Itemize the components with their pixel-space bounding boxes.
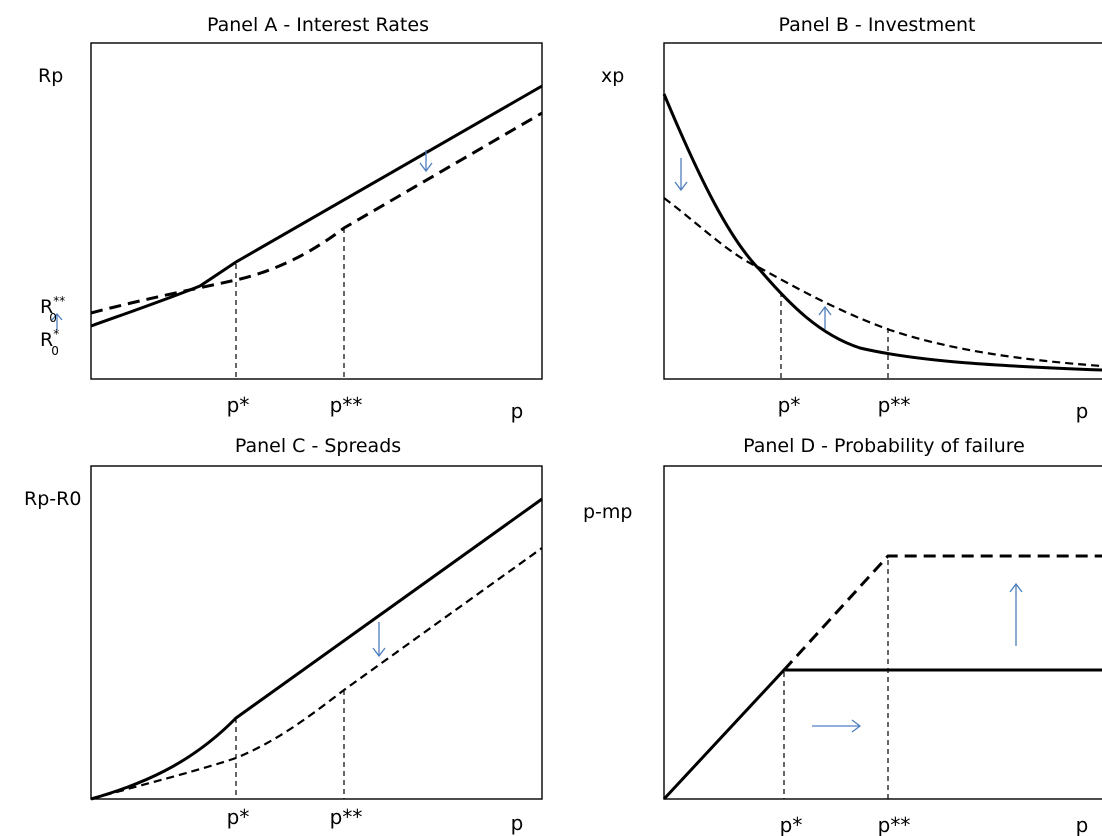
panel-a-tick-pstarstar: p** — [330, 393, 363, 417]
panel-b-frame — [663, 42, 1102, 380]
panel-c-title: Panel C - Spreads — [235, 435, 401, 457]
panel-c-y-label: Rp-R0 — [24, 488, 81, 510]
panel-a-r0-double-star-label: R** 0 — [40, 294, 65, 325]
panel-a-r0-star-label: R* 0 — [40, 327, 59, 358]
panel-b-title: Panel B - Investment — [779, 14, 976, 36]
panel-a-title: Panel A - Interest Rates — [207, 14, 429, 36]
panel-c-solid-curve — [90, 497, 543, 801]
panel-b-down-arrow — [674, 158, 688, 192]
panel-b-x-label: p — [1076, 399, 1089, 423]
panel-b-dashed-curve — [663, 197, 1102, 368]
panel-d-frame — [663, 465, 1102, 800]
panel-a-solid-curve — [90, 84, 543, 328]
panel-a-down-arrow — [419, 150, 433, 173]
panel-b-solid-curve — [662, 93, 1102, 372]
panel-c-frame — [90, 465, 543, 800]
panel-c-down-arrow — [372, 622, 386, 658]
panel-d-tick-pstar: p* — [780, 813, 803, 836]
panel-d-dashed-curve — [782, 554, 1102, 672]
panel-d: Panel D - Probability of failure p-mp p*… — [583, 435, 1102, 836]
panel-a-tick-pstar: p* — [227, 393, 250, 417]
panel-a-frame — [90, 42, 543, 380]
panel-d-title: Panel D - Probability of failure — [743, 435, 1025, 457]
panel-d-y-label: p-mp — [583, 501, 633, 523]
panel-b-tick-pstar: p* — [778, 393, 801, 417]
panel-a-dashed-curve — [90, 111, 543, 315]
panel-c-tick-pstarstar: p** — [330, 805, 363, 829]
panel-d-solid-curve — [662, 668, 1102, 801]
panel-a-x-label: p — [511, 399, 524, 423]
panel-c-dashed-curve — [90, 547, 543, 801]
panel-b-y-label: xp — [601, 65, 624, 87]
panel-d-right-arrow — [812, 719, 862, 733]
panel-c: Panel C - Spreads Rp-R0 p* p** p — [24, 435, 543, 835]
panel-a-y-label: Rp — [38, 65, 63, 87]
panel-b-up-arrow — [818, 305, 832, 329]
panel-b-tick-pstarstar: p** — [878, 393, 911, 417]
panel-d-up-arrow — [1009, 582, 1023, 646]
panel-a: Panel A - Interest Rates Rp R** 0 R* 0 p* … — [38, 14, 543, 423]
panel-d-x-label: p — [1076, 813, 1089, 836]
panel-a-up-arrow — [51, 312, 63, 330]
panel-b: Panel B - Investment xp p* p** p — [601, 14, 1102, 423]
panel-c-tick-pstar: p* — [227, 805, 250, 829]
panel-c-x-label: p — [511, 811, 524, 835]
panel-d-tick-pstarstar: p** — [878, 813, 911, 836]
